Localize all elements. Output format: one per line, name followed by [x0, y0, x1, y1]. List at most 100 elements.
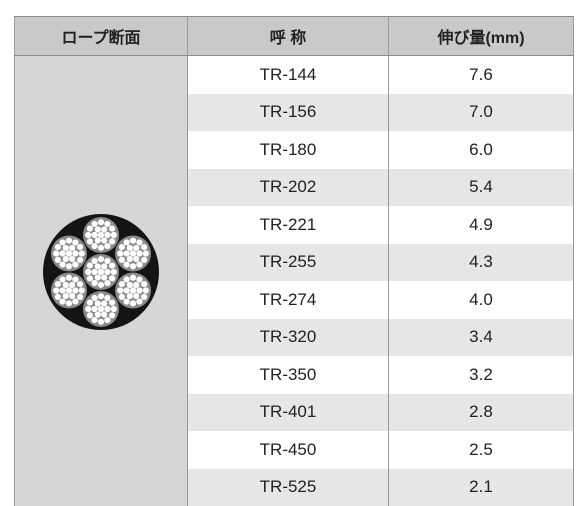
- wire: [92, 243, 98, 249]
- wire: [141, 294, 147, 300]
- wire: [77, 257, 83, 263]
- wire: [95, 263, 101, 269]
- wire: [119, 294, 125, 300]
- wire: [127, 245, 133, 251]
- elongation-cell: 7.0: [389, 94, 574, 132]
- wire: [124, 239, 130, 245]
- wire: [133, 256, 139, 262]
- wire: [130, 238, 136, 244]
- wire: [66, 287, 72, 293]
- wire: [104, 258, 110, 264]
- wire: [53, 287, 59, 293]
- wire: [127, 293, 133, 299]
- wire: [136, 287, 142, 293]
- elongation-cell: 7.6: [389, 56, 574, 94]
- wire: [72, 239, 78, 245]
- wire: [63, 256, 69, 262]
- wire: [95, 274, 101, 280]
- wire: [133, 282, 139, 288]
- wire: [92, 269, 98, 275]
- wire: [117, 250, 123, 256]
- wire: [77, 244, 83, 250]
- wire: [79, 287, 85, 293]
- wire: [130, 250, 136, 256]
- rope-section-cell: [15, 56, 188, 506]
- wire: [72, 298, 78, 304]
- wire: [133, 245, 139, 251]
- elongation-cell: 4.3: [389, 244, 574, 282]
- wire: [87, 238, 93, 244]
- wire: [92, 295, 98, 301]
- header-cell: 呼 称: [188, 17, 389, 56]
- wire: [130, 300, 136, 306]
- wire: [104, 243, 110, 249]
- wire: [127, 282, 133, 288]
- wire: [130, 275, 136, 281]
- wire: [72, 250, 78, 256]
- wire: [55, 257, 61, 263]
- wire: [104, 295, 110, 301]
- wire: [104, 269, 110, 275]
- wire: [92, 306, 98, 312]
- wire: [109, 226, 115, 232]
- wire: [104, 232, 110, 238]
- wire: [119, 257, 125, 263]
- wire: [69, 293, 75, 299]
- elongation-cell: 4.0: [389, 281, 574, 319]
- wire: [109, 263, 115, 269]
- wire: [85, 232, 91, 238]
- wire: [119, 244, 125, 250]
- wire: [59, 239, 65, 245]
- wire: [95, 300, 101, 306]
- wire: [130, 287, 136, 293]
- wire: [141, 281, 147, 287]
- wire: [59, 298, 65, 304]
- wire: [85, 306, 91, 312]
- wire: [104, 317, 110, 323]
- elongation-cell: 2.1: [389, 469, 574, 506]
- wire: [55, 294, 61, 300]
- wire: [59, 250, 65, 256]
- wire: [66, 275, 72, 281]
- wire: [124, 298, 130, 304]
- wire: [72, 261, 78, 267]
- wire: [101, 300, 107, 306]
- elongation-cell: 4.9: [389, 206, 574, 244]
- wire: [69, 256, 75, 262]
- wire: [109, 300, 115, 306]
- wire: [92, 317, 98, 323]
- wire: [87, 275, 93, 281]
- name-cell: TR-255: [188, 244, 389, 282]
- wire: [92, 221, 98, 227]
- wire: [143, 287, 149, 293]
- name-cell: TR-274: [188, 281, 389, 319]
- elongation-cell: 6.0: [389, 131, 574, 169]
- wire: [92, 280, 98, 286]
- wire: [101, 263, 107, 269]
- name-cell: TR-156: [188, 94, 389, 132]
- name-cell: TR-450: [188, 431, 389, 469]
- wire: [133, 293, 139, 299]
- wire: [127, 256, 133, 262]
- elongation-cell: 2.5: [389, 431, 574, 469]
- header-row: ロープ断面 呼 称 伸び量(mm): [15, 17, 574, 56]
- name-cell: TR-144: [188, 56, 389, 94]
- wire: [87, 312, 93, 318]
- wire: [87, 300, 93, 306]
- wire: [66, 250, 72, 256]
- wire: [104, 306, 110, 312]
- wire: [98, 319, 104, 325]
- wire: [124, 287, 130, 293]
- name-cell: TR-525: [188, 469, 389, 506]
- wire: [136, 239, 142, 245]
- wire: [55, 244, 61, 250]
- wire: [136, 298, 142, 304]
- wire: [77, 281, 83, 287]
- wire: [85, 269, 91, 275]
- wire: [136, 250, 142, 256]
- wire: [141, 257, 147, 263]
- wire: [63, 293, 69, 299]
- name-cell: TR-221: [188, 206, 389, 244]
